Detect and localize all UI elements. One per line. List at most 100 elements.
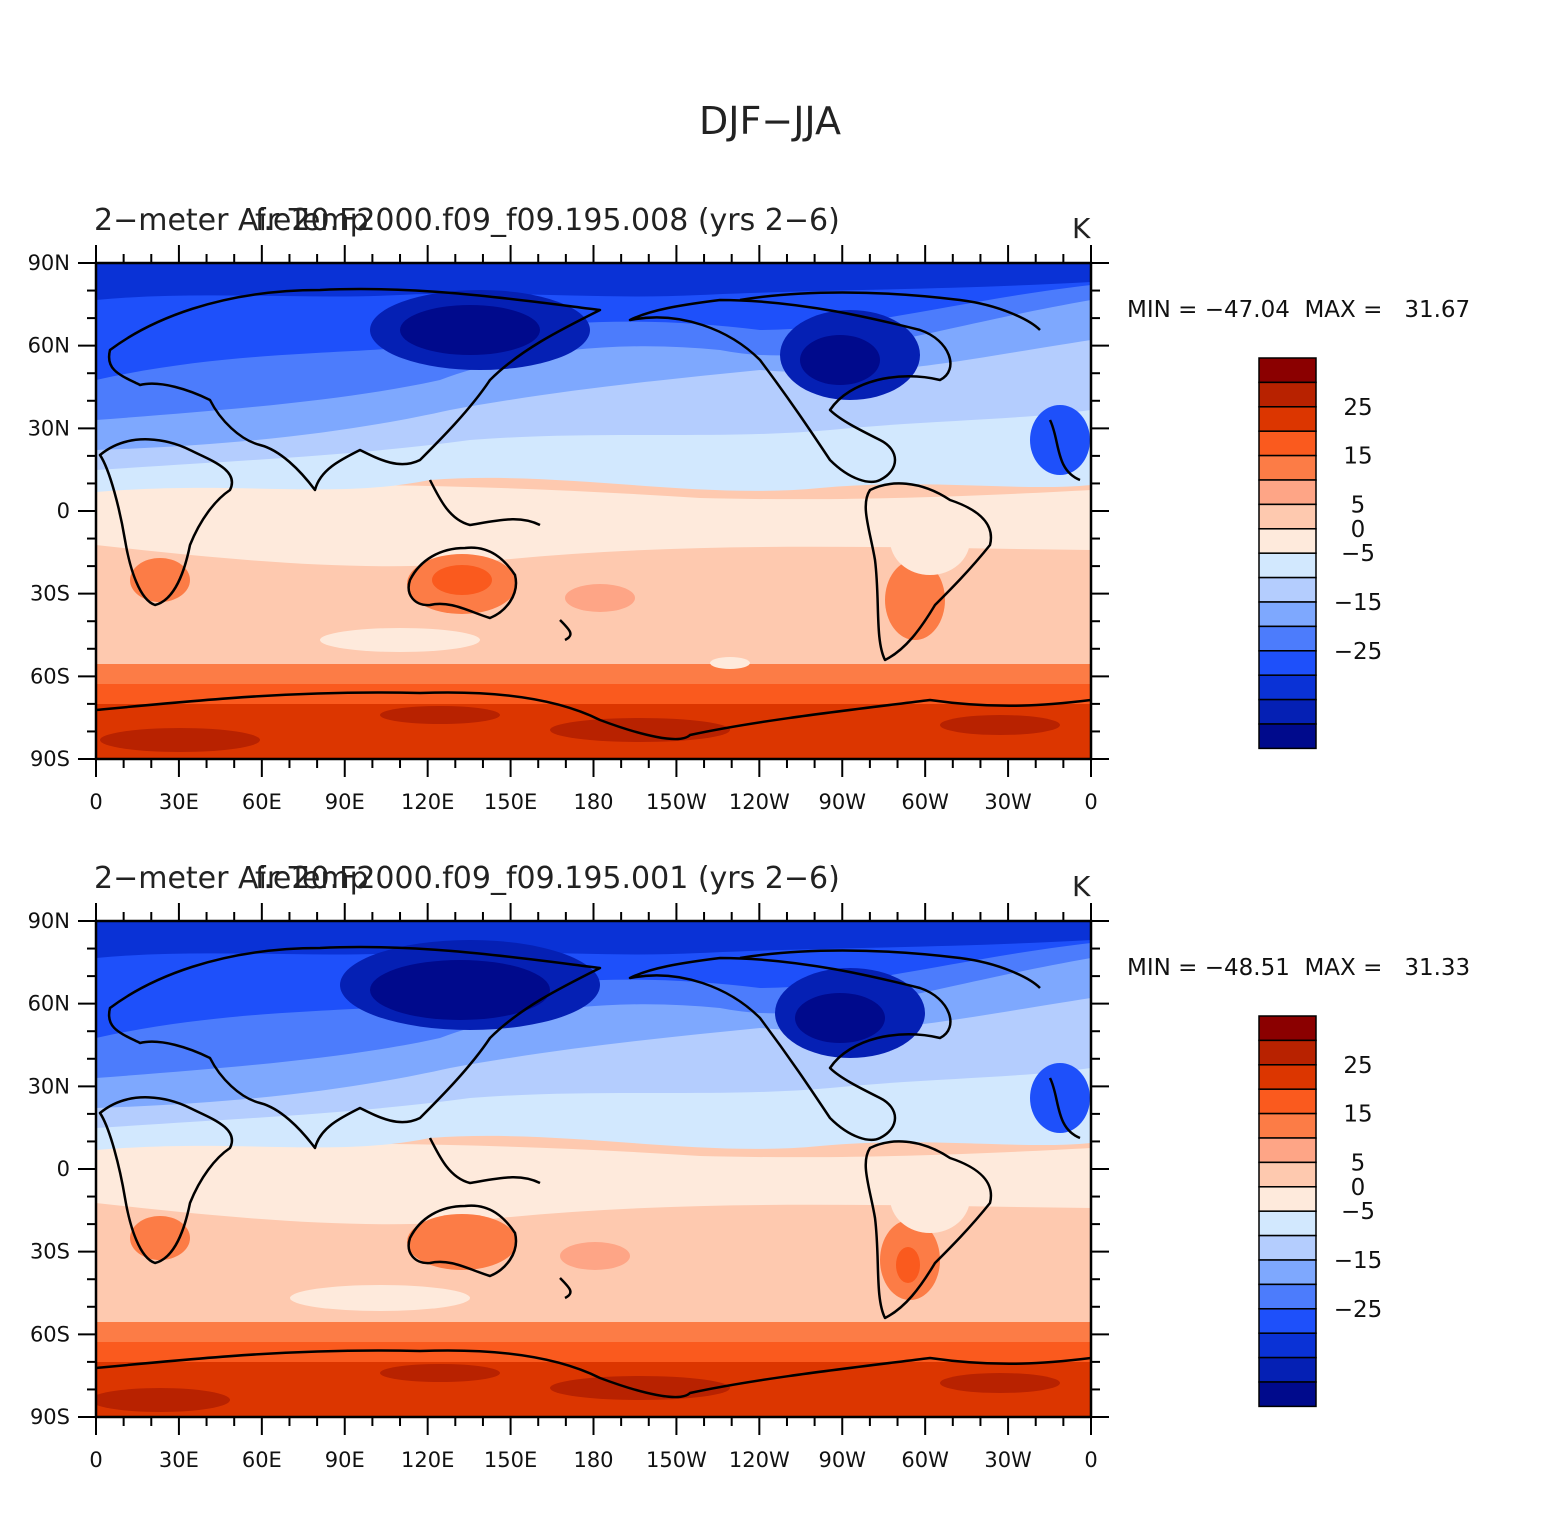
colorbar-label: 0 — [1351, 517, 1366, 543]
panel-1-ticks — [78, 245, 1109, 777]
panel-1-map-field — [96, 263, 1091, 759]
panel-1-lon-labels: 0 30E 60E 90E 120E 150E 180 150W 120W 90W 60W 30W 0 — [89, 790, 1097, 814]
panel-2-coastlines — [96, 945, 1091, 1399]
lon-tick-label: 120E — [401, 1448, 454, 1472]
panel-1-colorbar — [1258, 357, 1317, 750]
lat-tick-label: 30N — [28, 416, 70, 440]
colorbar-box — [1258, 1332, 1317, 1359]
lon-tick-label: 0 — [1084, 790, 1097, 814]
lon-tick-label: 90E — [325, 1448, 365, 1472]
colorbar-label: 15 — [1343, 444, 1372, 470]
colorbar-box — [1258, 1356, 1317, 1383]
colorbar-box — [1258, 1259, 1317, 1286]
colorbar-label: 15 — [1343, 1102, 1372, 1128]
colorbar-box — [1258, 1088, 1317, 1115]
panel-2: 2−meter Air Temp f.e20.F2000.f09_f09.195… — [28, 861, 1471, 1472]
lon-tick-label: 150E — [484, 1448, 537, 1472]
colorbar-box — [1258, 650, 1317, 676]
lon-tick-label: 120W — [729, 1448, 790, 1472]
colorbar-label: −15 — [1334, 1248, 1383, 1274]
panel-1-colorbar-labels: 25 15 50−5 −15 −25 — [1334, 395, 1383, 665]
lon-tick-label: 30E — [159, 1448, 199, 1472]
panel-2-map-field — [96, 921, 1091, 1417]
colorbar-label: −25 — [1334, 1297, 1383, 1323]
lon-tick-label: 0 — [1084, 1448, 1097, 1472]
colorbar-box — [1258, 1186, 1317, 1212]
colorbar-label: 25 — [1343, 395, 1372, 421]
panel-1-lat-labels: 90N 60N 30N 0 30S 60S 90S — [28, 251, 70, 771]
colorbar-box — [1258, 479, 1317, 506]
colorbar-label: −25 — [1334, 639, 1383, 665]
colorbar-label: 5 — [1351, 1150, 1366, 1176]
panel-2-lat-labels: 90N 60N 30N 0 30S 60S 90S — [28, 909, 70, 1429]
panel-2-lon-labels: 0 30E 60E 90E 120E 150E 180 150W 120W 90W 60W 30W 0 — [89, 1448, 1097, 1472]
lon-tick-label: 150W — [646, 790, 707, 814]
lat-tick-label: 90S — [30, 747, 70, 771]
colorbar-box — [1258, 454, 1317, 481]
panel-1-left-title: 2−meter Air Temp — [94, 203, 369, 238]
colorbar-box — [1258, 723, 1317, 750]
colorbar-box — [1258, 1283, 1317, 1310]
colorbar-box — [1258, 601, 1317, 628]
colorbar-box — [1258, 1308, 1317, 1334]
lon-tick-label: 180 — [573, 790, 613, 814]
lon-tick-label: 90W — [819, 1448, 867, 1472]
colorbar-box — [1258, 698, 1317, 725]
lon-tick-label: 180 — [573, 1448, 613, 1472]
panel-2-minmax: MIN = −48.51 MAX = 31.33 — [1127, 955, 1470, 981]
colorbar-box — [1258, 1161, 1317, 1188]
colorbar-label: −5 — [1341, 541, 1375, 567]
colorbar-box — [1258, 674, 1317, 701]
colorbar-box — [1258, 528, 1317, 554]
lon-tick-label: 150E — [484, 790, 537, 814]
colorbar-label: −15 — [1334, 590, 1383, 616]
colorbar-box — [1258, 1015, 1317, 1042]
lon-tick-label: 60E — [242, 1448, 282, 1472]
lat-tick-label: 0 — [57, 499, 70, 523]
lon-tick-label: 30E — [159, 790, 199, 814]
colorbar-label: 5 — [1351, 492, 1366, 518]
lat-tick-label: 90N — [28, 251, 70, 275]
colorbar-box — [1258, 406, 1317, 432]
colorbar-box — [1258, 576, 1317, 603]
colorbar-box — [1258, 1381, 1317, 1408]
panel-1: 2−meter Air Temp f.e20.F2000.f09_f09.195… — [28, 203, 1471, 814]
lon-tick-label: 0 — [89, 1448, 102, 1472]
figure-title: DJF−JJA — [699, 99, 841, 143]
panel-1-center-title: f.e20.F2000.f09_f09.195.008 (yrs 2−6) — [255, 203, 840, 238]
colorbar-label: −5 — [1341, 1199, 1375, 1225]
lon-tick-label: 60W — [901, 790, 949, 814]
colorbar-box — [1258, 625, 1317, 652]
colorbar-box — [1258, 381, 1317, 408]
panel-2-left-title: 2−meter Air Temp — [94, 861, 369, 896]
colorbar-box — [1258, 1112, 1317, 1139]
lon-tick-label: 0 — [89, 790, 102, 814]
lon-tick-label: 60W — [901, 1448, 949, 1472]
lat-tick-label: 60S — [30, 1322, 70, 1346]
colorbar-box — [1258, 1039, 1317, 1066]
lat-tick-label: 30N — [28, 1074, 70, 1098]
panel-2-colorbar — [1258, 1015, 1317, 1408]
colorbar-label: 0 — [1351, 1175, 1366, 1201]
lon-tick-label: 60E — [242, 790, 282, 814]
panel-1-minmax: MIN = −47.04 MAX = 31.67 — [1127, 297, 1470, 323]
lat-tick-label: 60S — [30, 664, 70, 688]
lon-tick-label: 90W — [819, 790, 867, 814]
colorbar-label: 25 — [1343, 1053, 1372, 1079]
colorbar-box — [1258, 503, 1317, 530]
colorbar-box — [1258, 357, 1317, 384]
lon-tick-label: 120E — [401, 790, 454, 814]
colorbar-box — [1258, 430, 1317, 457]
panel-1-coastlines — [96, 287, 1091, 741]
lat-tick-label: 30S — [30, 1240, 70, 1264]
panel-2-ticks — [78, 903, 1109, 1435]
colorbar-box — [1258, 1234, 1317, 1261]
panel-2-center-title: f.e20.F2000.f09_f09.195.001 (yrs 2−6) — [255, 861, 840, 896]
panel-2-colorbar-labels: 25 15 50−5 −15 −25 — [1334, 1053, 1383, 1323]
colorbar-box — [1258, 1137, 1317, 1164]
lat-tick-label: 60N — [28, 992, 70, 1016]
panel-2-units: K — [1072, 870, 1091, 903]
lat-tick-label: 30S — [30, 582, 70, 606]
lon-tick-label: 30W — [984, 1448, 1032, 1472]
